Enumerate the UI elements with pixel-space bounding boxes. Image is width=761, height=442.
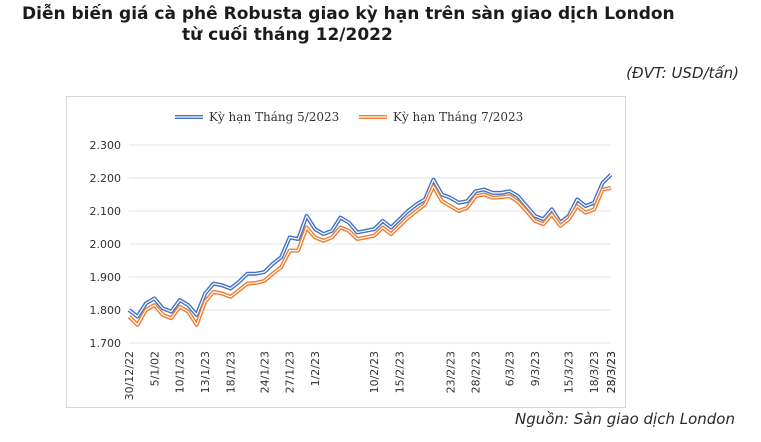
y-tick-label: 2.200 bbox=[90, 172, 122, 185]
series-line-2-inner bbox=[128, 185, 612, 326]
line-chart: 1.700 1.800 1.900 2.000 2.100 2.200 2.300 30/12… bbox=[90, 110, 619, 400]
x-tick-label: 1/2/23 bbox=[309, 351, 322, 386]
y-tick-label: 1.700 bbox=[90, 337, 122, 350]
x-tick-label: 10/1/23 bbox=[174, 351, 187, 393]
x-tick-label: 23/2/23 bbox=[444, 351, 457, 393]
x-tick-label: 23/3/23 bbox=[605, 351, 618, 393]
x-tick-label: 6/3/23 bbox=[504, 351, 517, 386]
x-tick-label: 24/1/23 bbox=[258, 351, 271, 393]
chart-title-line-2: từ cuối tháng 12/2022 bbox=[182, 25, 393, 45]
series-line-1 bbox=[127, 173, 613, 319]
y-tick-label: 1.900 bbox=[90, 271, 122, 284]
y-tick-label: 2.300 bbox=[90, 139, 122, 152]
source-label: Nguồn: Sàn giao dịch London bbox=[514, 410, 735, 428]
legend-label-2: Kỳ hạn Tháng 7/2023 bbox=[393, 110, 523, 124]
y-tick-label: 1.800 bbox=[90, 304, 122, 317]
legend-label-1: Kỳ hạn Tháng 5/2023 bbox=[209, 110, 339, 124]
x-tick-label: 28/2/23 bbox=[470, 351, 483, 393]
x-tick-label: 27/1/23 bbox=[284, 351, 297, 393]
x-tick-label: 15/2/23 bbox=[394, 351, 407, 393]
y-tick-label: 2.100 bbox=[90, 205, 122, 218]
chart-title-line-1: Diễn biến giá cà phê Robusta giao kỳ hạn… bbox=[22, 4, 675, 24]
x-tick-label: 15/3/23 bbox=[563, 351, 576, 393]
x-tick-label: 10/2/23 bbox=[368, 351, 381, 393]
x-tick-label: 30/12/22 bbox=[123, 351, 136, 400]
x-tick-label: 18/1/23 bbox=[224, 351, 237, 393]
x-tick-label: 28/3/23 bbox=[605, 351, 618, 393]
x-tick-label: 9/3/23 bbox=[529, 351, 542, 386]
x-tick-label: 18/3/23 bbox=[588, 351, 601, 393]
x-tick-label: 5/1/02 bbox=[148, 351, 161, 386]
y-tick-label: 2.000 bbox=[90, 238, 122, 251]
series-line-1-inner bbox=[128, 174, 612, 318]
chart-title: Diễn biến giá cà phê Robusta giao kỳ hạn… bbox=[22, 4, 722, 46]
unit-label: (ĐVT: USD/tấn) bbox=[626, 64, 739, 82]
chart-frame: 1.700 1.800 1.900 2.000 2.100 2.200 2.300 30/12… bbox=[66, 96, 626, 408]
x-tick-label: 13/1/23 bbox=[199, 351, 212, 393]
